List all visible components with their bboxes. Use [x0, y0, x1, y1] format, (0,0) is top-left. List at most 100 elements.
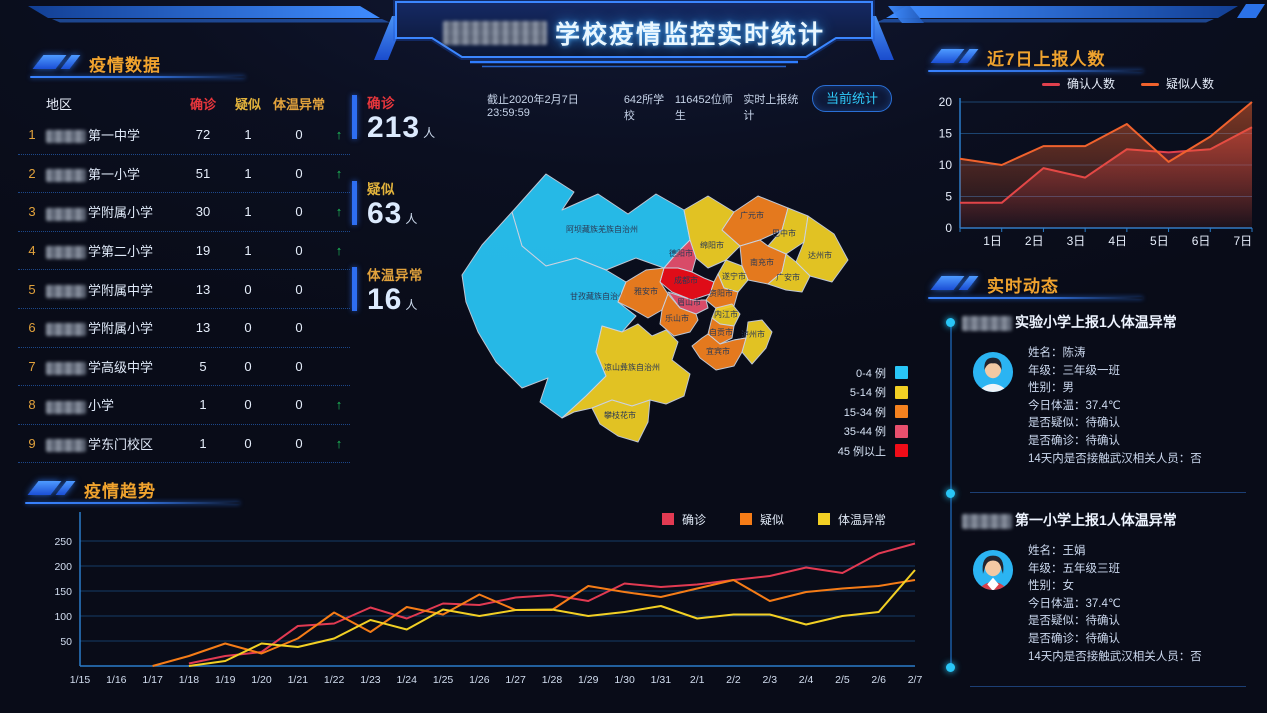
map-region-aba[interactable] — [511, 173, 691, 271]
row-confirmed: 19 — [195, 243, 211, 259]
school-name-text: 学第二小学 — [88, 244, 154, 260]
avatar-wrap — [972, 549, 1014, 591]
svg-text:10: 10 — [939, 158, 953, 172]
row-confirmed: 13 — [195, 281, 211, 297]
table-row: 9 学东门校区 1 0 0 ↑ — [18, 425, 350, 464]
row-suspected: 0 — [244, 397, 252, 413]
row-abnormal: 0 — [295, 127, 303, 143]
row-suspected: 1 — [244, 204, 252, 220]
svg-text:2/6: 2/6 — [871, 674, 886, 686]
censored-school-name — [442, 21, 547, 45]
row-suspected: 0 — [244, 320, 252, 336]
map-region-dazhou[interactable] — [795, 215, 849, 283]
row-confirmed: 5 — [199, 358, 207, 374]
stat-label: 疑似 — [367, 182, 395, 197]
map-label-mianyang: 绵阳市 — [700, 240, 724, 250]
legend-label: 确诊 — [682, 513, 707, 527]
svg-text:1/25: 1/25 — [433, 674, 454, 686]
summary-stats: 确诊 213 人疑似 63 人体温异常 16 人 — [352, 92, 462, 350]
row-confirmed: 13 — [195, 320, 211, 336]
card-field-line: 今日体温：37.4℃ — [1028, 399, 1121, 412]
svg-text:1/24: 1/24 — [397, 674, 418, 686]
svg-text:2/1: 2/1 — [690, 674, 705, 686]
stat-unit: 人 — [405, 212, 419, 226]
row-rank: 4 — [28, 243, 36, 259]
row-rank: 7 — [28, 358, 36, 374]
row-suspected: 0 — [244, 436, 252, 452]
school-name-text: 小学 — [88, 398, 115, 414]
table-row: 6 学附属小学 13 0 0 — [18, 309, 350, 348]
svg-text:15: 15 — [939, 127, 953, 141]
svg-text:2/2: 2/2 — [726, 674, 741, 686]
table-row: 3 学附属小学 30 1 0 ↑ — [18, 193, 350, 232]
censored-school-prefix — [962, 513, 1012, 529]
row-rank: 6 — [28, 320, 36, 336]
legend-line-icon — [1042, 83, 1060, 87]
school-name-text: 学东门校区 — [88, 437, 154, 453]
realtime-card: 第一小学上报1人体温异常 姓名：王娟 年级：五年级三班 性别：女 今日体温：37.4℃ 是… — [962, 510, 1254, 666]
row-school-name: 学高级中学 — [46, 357, 180, 376]
row-rank: 1 — [28, 127, 36, 143]
stat-unit: 人 — [405, 298, 419, 312]
info-mode: 实时上报统计 — [743, 94, 799, 122]
info-schools: 642所学校 — [623, 94, 665, 122]
timeline-dot — [946, 663, 955, 672]
card-field-line: 14天内是否接触武汉相关人员：否 — [1028, 452, 1202, 465]
avatar — [972, 351, 1014, 393]
map-legend-item: 45 例以上 — [788, 441, 908, 461]
legend-square-icon — [818, 513, 831, 525]
censored-school-prefix — [46, 284, 86, 298]
column-confirmed: 确诊 — [189, 96, 216, 112]
trend-up-icon: ↑ — [335, 127, 343, 143]
stat-value: 63 人 — [367, 198, 462, 235]
map-label-luzhou: 泸州市 — [741, 329, 765, 339]
svg-text:1/30: 1/30 — [614, 674, 635, 686]
map-region-panzhihua[interactable] — [591, 399, 651, 443]
svg-text:5日: 5日 — [1150, 234, 1169, 248]
row-confirmed: 51 — [195, 165, 211, 181]
current-statistics-button[interactable]: 当前统计 — [812, 85, 892, 112]
censored-school-prefix — [962, 315, 1012, 331]
card-title-text: 第一小学上报1人体温异常 — [1015, 512, 1177, 528]
svg-text:1/20: 1/20 — [251, 674, 272, 686]
row-confirmed: 1 — [199, 397, 207, 413]
legend-item: 疑似 — [740, 511, 784, 528]
censored-school-prefix — [46, 246, 86, 260]
map-region-yibin[interactable] — [691, 333, 747, 371]
card-fields: 姓名：陈涛 年级：三年级一班 性别：男 今日体温：37.4℃ 是否疑似：待确认 是否确诊：… — [1028, 345, 1202, 468]
row-abnormal: 0 — [295, 281, 303, 297]
table-row: 5 学附属中学 13 0 0 — [18, 270, 350, 309]
avatar — [972, 549, 1014, 591]
stat-number: 213 — [367, 111, 421, 144]
map-region-leshan[interactable] — [659, 293, 699, 337]
table-row: 4 学第二小学 19 1 0 ↑ — [18, 232, 350, 271]
section-title: 疫情数据 — [89, 56, 161, 75]
school-name-text: 学附属小学 — [88, 321, 154, 337]
row-rank: 5 — [28, 281, 36, 297]
map-label-ziyang: 资阳市 — [709, 288, 733, 298]
card-field-line: 年级：五年级三班 — [1028, 562, 1120, 575]
card-field-line: 是否确诊：待确认 — [1028, 632, 1120, 645]
svg-text:4日: 4日 — [1108, 234, 1127, 248]
map-region-guangyuan[interactable] — [721, 195, 789, 247]
map-legend-item: 0-4 例 — [788, 363, 908, 383]
epidemic-table: 地区 确诊 疑似 体温异常 1 第一中学 72 1 0 ↑ 2 第一小学 51 1 0 ↑ 3 学附属小学… — [18, 90, 350, 464]
map-label-neijiang: 内江市 — [714, 309, 738, 319]
stat-number: 16 — [367, 283, 403, 316]
censored-school-prefix — [46, 323, 86, 337]
map-region-guangan[interactable] — [767, 253, 811, 293]
map-label-guangan: 广安市 — [776, 272, 800, 282]
map-legend: 0-4 例 5-14 例 15-34 例 35-44 例 45 例以上 — [788, 363, 908, 461]
stat-accent-bar — [352, 181, 357, 225]
row-abnormal: 0 — [295, 436, 303, 452]
row-school-name: 学附属小学 — [46, 202, 180, 221]
top-decor-corner — [1237, 4, 1265, 18]
school-name-text: 学高级中学 — [88, 359, 154, 375]
table-row: 8 小学 1 0 0 ↑ — [18, 386, 350, 425]
row-school-name: 学第二小学 — [46, 241, 180, 260]
svg-text:2/4: 2/4 — [799, 674, 814, 686]
row-rank: 8 — [28, 397, 36, 413]
stat-block: 体温异常 16 人 — [352, 264, 462, 321]
map-label-aba: 阿坝藏族羌族自治州 — [566, 224, 638, 234]
